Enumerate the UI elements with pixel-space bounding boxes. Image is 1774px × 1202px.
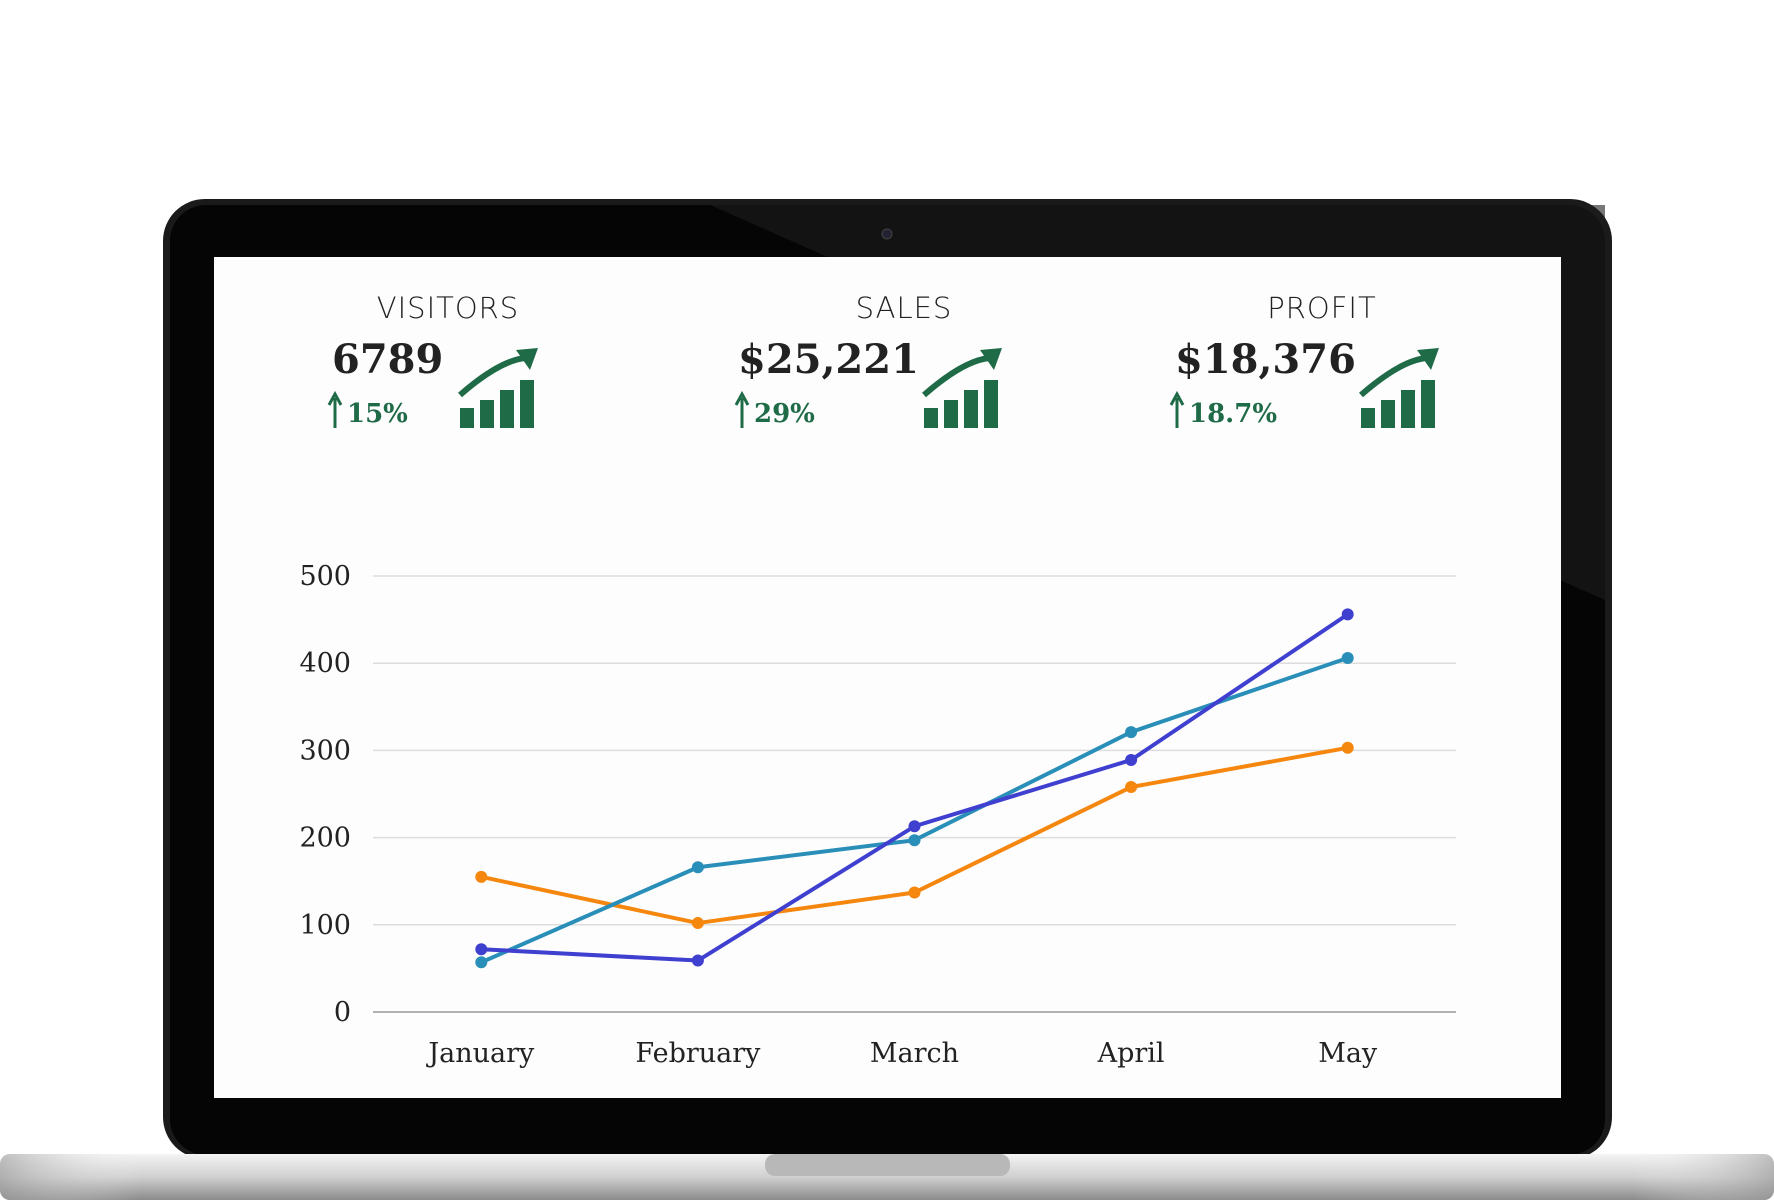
icon-arrowhead [980, 348, 1002, 370]
data-point [908, 820, 921, 833]
y-tick-label: 300 [299, 735, 351, 766]
x-tick-label: March [870, 1038, 959, 1069]
trend-icon [1359, 348, 1439, 428]
kpi-value: $25,221 [738, 336, 919, 383]
data-point [1341, 741, 1354, 754]
data-point [475, 956, 488, 969]
icon-arrow [922, 355, 991, 398]
data-point [1125, 781, 1138, 794]
data-point [1341, 608, 1354, 621]
y-tick-label: 500 [299, 561, 351, 592]
icon-bar [924, 408, 938, 428]
data-point [1125, 753, 1138, 766]
icon-bar [1381, 400, 1395, 428]
data-point [475, 943, 488, 956]
y-tick-label: 0 [334, 997, 351, 1028]
y-tick-label: 400 [299, 648, 351, 679]
icon-bar [520, 380, 534, 428]
kpi-change: 15% [347, 399, 408, 429]
icon-bar [984, 380, 998, 428]
data-point [691, 861, 704, 874]
icon-arrow [1359, 355, 1428, 398]
kpi-label: PROFIT [1267, 291, 1376, 325]
icon-bar [460, 408, 474, 428]
data-point [691, 954, 704, 967]
trend-icon [458, 348, 538, 428]
kpi-change: 18.7% [1189, 399, 1277, 429]
icon-bar [964, 390, 978, 428]
x-tick-label: April [1097, 1038, 1165, 1069]
y-tick-label: 100 [299, 910, 351, 941]
data-point [908, 886, 921, 899]
laptop-base-shade [0, 1154, 1774, 1200]
up-arrow [1169, 390, 1185, 428]
data-point [908, 834, 921, 847]
kpi-value: 6789 [332, 336, 443, 383]
up-arrow [327, 390, 343, 428]
x-tick-label: May [1318, 1038, 1378, 1069]
x-tick-label: February [635, 1038, 761, 1069]
up-arrow [734, 390, 750, 428]
icon-bar [1401, 390, 1415, 428]
data-point [691, 917, 704, 930]
kpi-label: SALES [856, 291, 953, 325]
icon-arrowhead [516, 348, 538, 370]
trend-icon [922, 348, 1002, 428]
data-point [1125, 726, 1138, 739]
icon-bar [1421, 380, 1435, 428]
kpi-label: VISITORS [377, 291, 519, 325]
screen [214, 257, 1561, 1098]
data-point [475, 870, 488, 883]
kpi-change: 29% [754, 399, 815, 429]
icon-bar [500, 390, 514, 428]
icon-bar [944, 400, 958, 428]
icon-bar [480, 400, 494, 428]
y-tick-label: 200 [299, 823, 351, 854]
kpi-value: $18,376 [1175, 336, 1356, 383]
laptop-notch [765, 1154, 1010, 1176]
data-point [1341, 651, 1354, 664]
icon-bar [1361, 408, 1375, 428]
x-tick-label: January [425, 1038, 535, 1069]
icon-arrowhead [1417, 348, 1439, 370]
icon-arrow [458, 355, 527, 398]
camera [881, 228, 893, 240]
